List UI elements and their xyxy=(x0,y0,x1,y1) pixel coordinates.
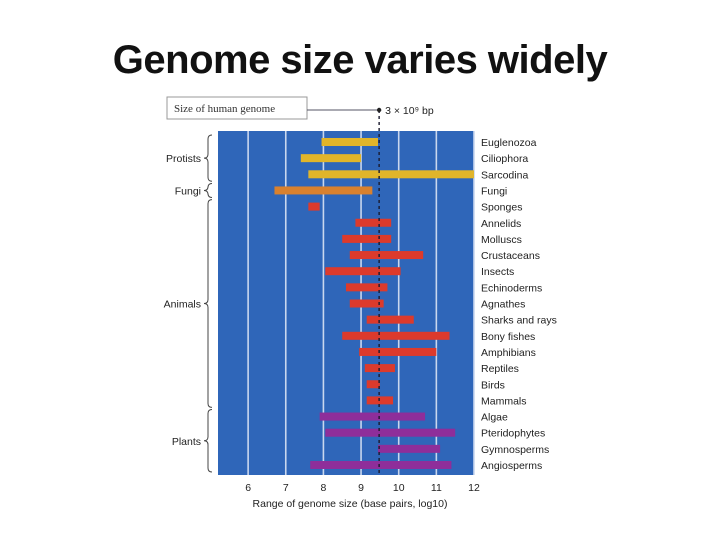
category-label: Bony fishes xyxy=(481,331,535,343)
group-label: Protists xyxy=(166,153,201,165)
x-tick-label: 7 xyxy=(283,482,289,494)
range-bar xyxy=(342,234,392,243)
range-bar xyxy=(274,186,373,195)
group-label: Fungi xyxy=(175,185,201,197)
category-label: Sponges xyxy=(481,202,522,214)
range-bar xyxy=(366,396,394,405)
reference-label-box xyxy=(166,96,308,120)
range-bar xyxy=(300,154,362,163)
reference-label-text: Size of human genome xyxy=(174,103,275,115)
category-label: Molluscs xyxy=(481,234,522,246)
category-label: Insects xyxy=(481,266,514,278)
range-bar xyxy=(308,170,474,179)
category-label: Reptiles xyxy=(481,363,519,375)
group-brace xyxy=(203,134,213,182)
category-label: Ciliophora xyxy=(481,153,528,165)
range-bar xyxy=(359,347,437,356)
x-tick-label: 12 xyxy=(468,482,480,494)
category-label: Sarcodina xyxy=(481,169,528,181)
range-bar xyxy=(325,428,456,437)
range-bar xyxy=(366,315,414,324)
range-bar xyxy=(378,444,441,453)
category-label: Angiosperms xyxy=(481,460,542,472)
category-label: Pteridophytes xyxy=(481,428,545,440)
x-tick-label: 6 xyxy=(245,482,251,494)
group-label: Animals xyxy=(164,299,201,311)
range-bar xyxy=(319,412,426,421)
range-bar xyxy=(346,283,388,292)
category-label: Algae xyxy=(481,412,508,424)
range-bar xyxy=(321,138,378,146)
range-bar xyxy=(342,331,450,340)
x-tick-label: 10 xyxy=(393,482,405,494)
reference-value-label: 3 × 10⁹ bp xyxy=(385,105,434,117)
reference-dot xyxy=(376,107,382,113)
category-label: Fungi xyxy=(481,185,507,197)
category-label: Mammals xyxy=(481,395,527,407)
category-label: Euglenozoa xyxy=(481,137,537,149)
range-bar xyxy=(366,380,380,389)
category-label: Echinoderms xyxy=(481,282,542,294)
range-bar xyxy=(355,218,392,227)
range-bar xyxy=(325,267,401,276)
range-bar xyxy=(308,202,320,211)
slide-title: Genome size varies widely xyxy=(112,38,608,82)
group-brace xyxy=(203,199,213,408)
x-tick-label: 11 xyxy=(431,482,442,494)
category-label: Agnathes xyxy=(481,299,525,311)
range-bar xyxy=(364,364,395,373)
category-label: Birds xyxy=(481,379,505,391)
group-label: Plants xyxy=(172,436,201,448)
category-label: Annelids xyxy=(481,218,521,230)
range-bar xyxy=(310,461,452,469)
group-brace xyxy=(203,182,213,198)
category-label: Gymnosperms xyxy=(481,444,549,456)
x-tick-label: 9 xyxy=(358,482,364,494)
x-tick-label: 8 xyxy=(320,482,326,494)
category-label: Crustaceans xyxy=(481,250,540,262)
category-label: Amphibians xyxy=(481,347,536,359)
group-brace xyxy=(203,409,213,473)
range-bar xyxy=(349,251,424,260)
x-axis-title: Range of genome size (base pairs, log10) xyxy=(253,498,448,510)
category-label: Sharks and rays xyxy=(481,315,557,327)
range-bar xyxy=(349,299,384,308)
